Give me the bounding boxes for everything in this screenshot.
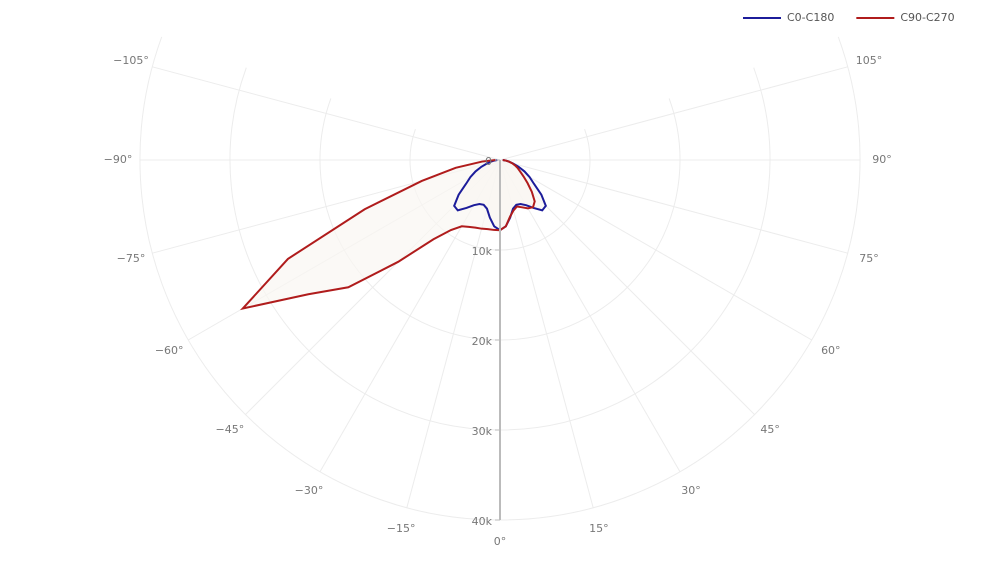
grid-spoke [152, 66, 501, 161]
radial-tick-label: 40k [472, 515, 493, 528]
angular-tick-label: 0° [494, 535, 507, 548]
angular-tick-label: 15° [589, 522, 609, 535]
radial-tick-label: 30k [472, 425, 493, 438]
legend-label: C90-C270 [900, 11, 954, 24]
grid-spoke [499, 66, 848, 161]
angular-tick-label: −15° [387, 522, 416, 535]
grid-spoke [499, 159, 813, 341]
radial-tick-label: 0 [485, 155, 492, 168]
grid-spoke [499, 159, 848, 254]
angular-tick-label: −45° [216, 423, 245, 436]
grid-spoke [499, 159, 681, 473]
series-area [242, 160, 535, 309]
grid-spoke [499, 159, 594, 508]
angular-tick-label: −105° [113, 54, 149, 67]
radial-tick-label: 10k [472, 245, 493, 258]
angular-tick-label: 90° [872, 153, 892, 166]
angular-tick-label: 45° [760, 423, 780, 436]
legend-label: C0-C180 [787, 11, 834, 24]
radial-tick-label: 20k [472, 335, 493, 348]
angular-tick-label: 30° [681, 484, 701, 497]
angular-tick-label: −60° [155, 344, 184, 357]
angular-tick-label: −30° [295, 484, 324, 497]
angular-tick-label: −90° [104, 153, 133, 166]
angular-tick-label: 60° [821, 344, 841, 357]
angular-tick-label: 75° [859, 252, 879, 265]
angular-tick-label: −75° [117, 252, 146, 265]
angular-tick-label: 105° [856, 54, 883, 67]
